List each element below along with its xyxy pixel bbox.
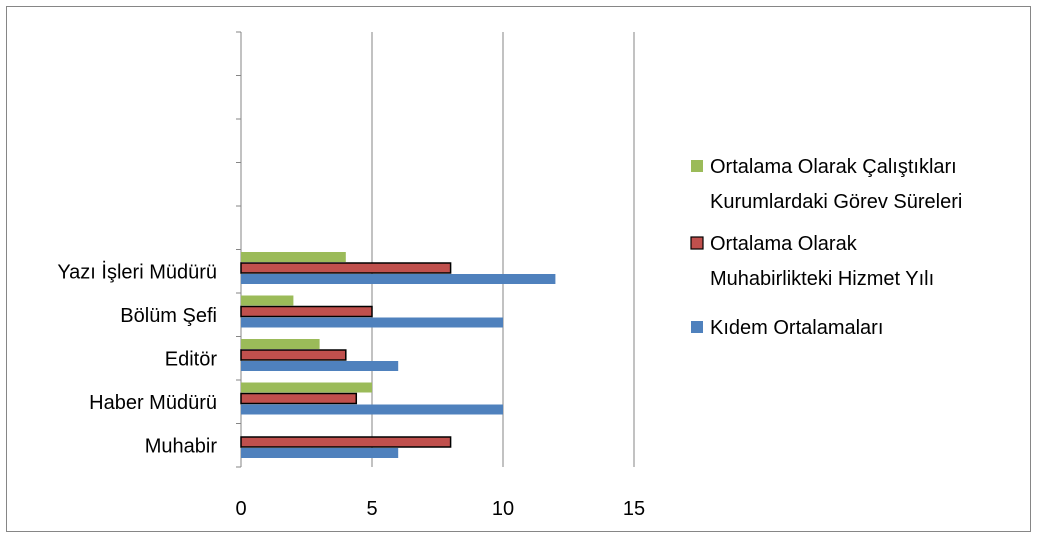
bars: [240, 252, 556, 458]
bar: [240, 262, 452, 274]
bar: [240, 436, 452, 448]
legend-swatch: [691, 321, 703, 333]
category-label: Editör: [165, 348, 218, 370]
bar: [241, 404, 503, 415]
legend-label: Kıdem Ortalamaları: [710, 317, 883, 339]
bar: [241, 274, 556, 284]
labels: 0 5 10 15 Muhabir Haber Müdürü Editör Bölüm Şef…: [57, 260, 645, 520]
x-tick-label: 10: [492, 498, 514, 520]
category-label: Bölüm Şefi: [120, 305, 217, 327]
legend-swatch: [690, 236, 704, 250]
bar: [241, 317, 503, 328]
bar: [241, 361, 399, 371]
bar: [241, 448, 399, 458]
x-tick-label: 0: [235, 498, 246, 520]
bar: [240, 305, 373, 318]
grid-lines: [371, 32, 635, 467]
x-tick-label: 15: [623, 498, 645, 520]
category-label: Yazı İşleri Müdürü: [57, 260, 217, 283]
bar: [241, 252, 346, 262]
bar: [241, 382, 372, 393]
bar: [241, 339, 320, 349]
bar: [240, 392, 358, 405]
chart-border: [6, 6, 1031, 532]
legend: Ortalama Olarak Çalıştıkları Kurumlardaki…: [690, 156, 962, 339]
legend-label: Ortalama Olarak Çalıştıkları: [710, 156, 957, 178]
legend-label: Muhabirlikteki Hizmet Yılı: [710, 268, 934, 290]
legend-label: Kurumlardaki Görev Süreleri: [710, 191, 962, 213]
category-label: Muhabir: [145, 435, 218, 457]
x-tick-label: 5: [366, 498, 377, 520]
legend-swatch: [691, 160, 703, 172]
bar: [240, 349, 347, 361]
bar: [241, 295, 294, 306]
legend-label: Ortalama Olarak: [710, 233, 858, 255]
category-label: Haber Müdürü: [89, 392, 217, 414]
